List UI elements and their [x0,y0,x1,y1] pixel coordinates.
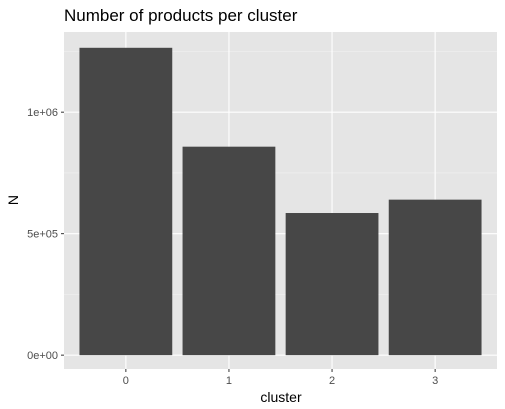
y-tick-label: 0e+00 [27,350,58,362]
bar-cluster-1 [182,146,276,356]
x-axis-title: cluster [260,389,302,405]
y-tick-label: 5e+05 [27,229,58,241]
x-tick-label: 2 [329,375,335,387]
x-axis-ticks: 0 1 2 3 [123,369,438,387]
x-tick-label: 0 [123,375,129,387]
bar-cluster-0 [79,47,173,356]
bars [79,47,482,356]
x-tick-label: 1 [226,375,232,387]
y-axis-ticks: 0e+00 5e+05 1e+06 [27,107,64,362]
bar-cluster-3 [388,199,482,356]
y-axis-title: N [5,195,21,205]
chart-title: Number of products per cluster [64,6,298,25]
x-tick-label: 3 [432,375,438,387]
bar-cluster-2 [285,213,379,356]
y-tick-label: 1e+06 [27,107,58,119]
